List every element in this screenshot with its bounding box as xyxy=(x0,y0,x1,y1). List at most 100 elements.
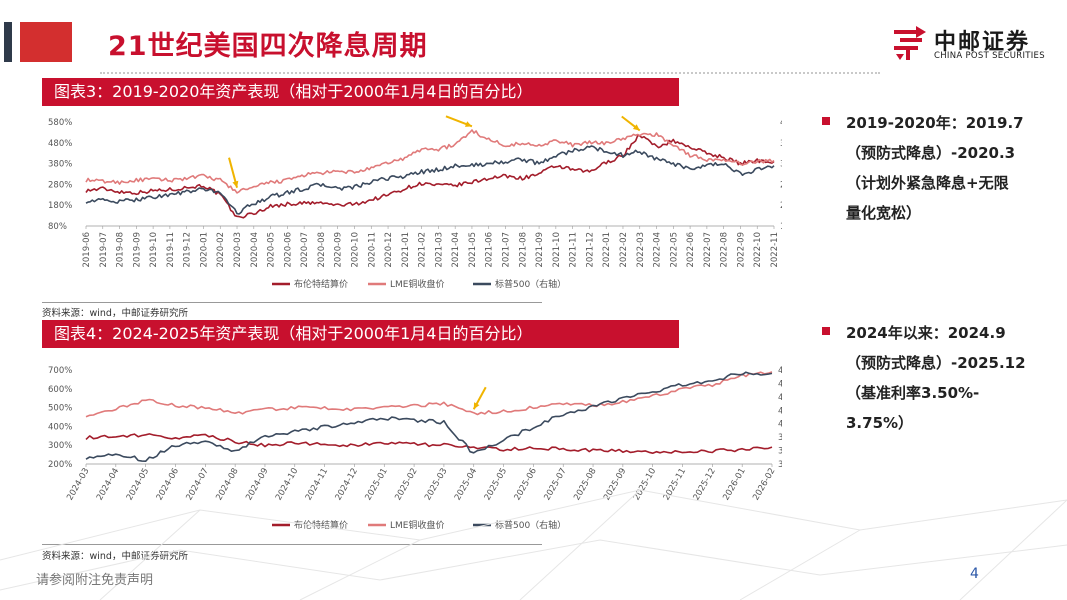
x-tick-label: 2021-08 xyxy=(518,232,528,268)
x-tick-label: 2020-12 xyxy=(384,232,394,268)
x-tick-label: 2020-09 xyxy=(334,232,344,268)
x-tick-label: 2021-12 xyxy=(585,232,595,268)
bullet-line: （计划外紧急降息+无限 xyxy=(846,174,1009,192)
x-tick-label: 2020-06 xyxy=(283,232,293,268)
x-tick-label: 2020-03 xyxy=(233,232,243,268)
y-right-tick: 150% xyxy=(780,222,782,232)
y-left-tick: 380% xyxy=(48,160,72,170)
bullet-line: 3.75%） xyxy=(846,414,914,432)
page-number: 4 xyxy=(970,566,979,582)
y-left-tick: 180% xyxy=(48,201,72,211)
series-line xyxy=(85,134,775,219)
y-right-tick: 350% xyxy=(780,139,782,149)
x-tick-label: 2020-04 xyxy=(250,232,260,268)
y-left-tick: 400% xyxy=(48,422,72,432)
x-tick-label: 2019-12 xyxy=(183,232,193,268)
chart4-source-rule xyxy=(42,544,542,545)
x-tick-label: 2020-05 xyxy=(267,232,277,268)
chart3-plot: 580% 480% 380% 280% 180% 80% 400% 350% 300% 250% 2… xyxy=(48,115,782,290)
y-right-tick: 410% xyxy=(778,420,782,430)
x-tick-label: 2019-09 xyxy=(132,232,142,268)
y-left-tick: 500% xyxy=(48,404,72,414)
x-tick-label: 2021-07 xyxy=(502,232,512,268)
bullet-square-icon xyxy=(822,117,830,125)
x-tick-label: 2021-03 xyxy=(434,232,444,268)
series-line xyxy=(85,371,773,462)
x-tick-label: 2022-10 xyxy=(753,232,763,268)
x-tick-label: 2021-11 xyxy=(569,232,579,268)
brand-logo: 中邮证券 CHINA POST SECURITIES xyxy=(892,24,1057,62)
x-tick-label: 2021-04 xyxy=(451,232,461,268)
chart4-source: 资料来源：wind，中邮证券研究所 xyxy=(42,551,188,562)
x-tick-label: 2022-05 xyxy=(669,232,679,268)
chart4-header: 图表4：2024-2025年资产表现（相对于2000年1月4日的百分比） xyxy=(42,320,679,348)
x-tick-label: 2020-10 xyxy=(350,232,360,268)
annotation-arrowhead-icon xyxy=(464,121,472,127)
y-left-tick: 200% xyxy=(48,460,72,470)
x-tick-label: 2021-05 xyxy=(468,232,478,268)
y-right-tick: 470% xyxy=(778,379,782,389)
y-right-tick: 350% xyxy=(778,460,782,470)
y-right-tick: 250% xyxy=(780,180,782,190)
x-tick-label: 2020-02 xyxy=(216,232,226,268)
x-tick-label: 2022-04 xyxy=(653,232,663,268)
brand-name-en: CHINA POST SECURITIES xyxy=(934,51,1045,61)
y-left-tick: 480% xyxy=(48,139,72,149)
x-tick-label: 2022-09 xyxy=(736,232,746,268)
x-tick-label: 2022-11 xyxy=(770,232,780,268)
disclaimer: 请参阅附注免责声明 xyxy=(36,573,154,588)
y-left-tick: 580% xyxy=(48,118,72,128)
y-right-tick: 400% xyxy=(780,118,782,128)
bullet-line: （预防式降息）-2020.3 xyxy=(846,144,1016,162)
title-accent-dark xyxy=(4,22,12,62)
bullet-line: 2019-2020年：2019.7 xyxy=(846,114,1024,132)
y-right-tick: 390% xyxy=(778,433,782,443)
chart3-header: 图表3：2019-2020年资产表现（相对于2000年1月4日的百分比） xyxy=(42,78,679,106)
legend-entry: LME铜收盘价 xyxy=(390,519,444,531)
x-tick-label: 2019-07 xyxy=(99,232,109,268)
x-tick-label: 2021-02 xyxy=(418,232,428,268)
annotation-arrowhead-icon xyxy=(232,180,239,188)
legend-entry: 标普500（右轴） xyxy=(495,278,566,290)
y-left-tick: 600% xyxy=(48,385,72,395)
y-left-tick: 280% xyxy=(48,180,72,190)
x-tick-label: 2022-07 xyxy=(703,232,713,268)
bullet-line: 2024年以来：2024.9 xyxy=(846,324,1006,342)
bullet-square-icon xyxy=(822,327,830,335)
annotation-arrowhead-icon xyxy=(473,402,480,410)
x-tick-label: 2022-01 xyxy=(602,232,612,268)
series-line xyxy=(85,129,775,194)
y-right-tick: 450% xyxy=(778,393,782,403)
x-tick-label: 2021-01 xyxy=(401,232,411,268)
y-left-tick: 80% xyxy=(48,222,67,232)
chart3-source-rule xyxy=(42,302,542,303)
y-left-tick: 700% xyxy=(48,366,72,376)
bullet-line: （基准利率3.50%- xyxy=(846,384,980,402)
legend-entry: 标普500（右轴） xyxy=(495,519,566,531)
x-tick-label: 2022-08 xyxy=(720,232,730,268)
x-tick-label: 2019-08 xyxy=(116,232,126,268)
bullet-2019-cycle: 2019-2020年：2019.7 （预防式降息）-2020.3 （计划外紧急降… xyxy=(820,108,1060,228)
page-title: 21世纪美国四次降息周期 xyxy=(108,31,428,62)
series-line xyxy=(85,145,775,215)
x-tick-label: 2022-03 xyxy=(636,232,646,268)
title-accent-red xyxy=(20,22,72,62)
x-tick-label: 2020-01 xyxy=(199,232,209,268)
chart3-source: 资料来源：wind，中邮证券研究所 xyxy=(42,308,188,319)
annotation-arrowhead-icon xyxy=(632,124,640,131)
x-tick-label: 2020-08 xyxy=(317,232,327,268)
x-tick-label: 2019-10 xyxy=(149,232,159,268)
x-tick-label: 2021-06 xyxy=(485,232,495,268)
y-right-tick: 490% xyxy=(778,366,782,376)
y-right-tick: 200% xyxy=(780,201,782,211)
y-left-tick: 300% xyxy=(48,441,72,451)
x-tick-label: 2022-02 xyxy=(619,232,629,268)
china-post-logo-icon xyxy=(894,26,926,60)
y-right-tick: 430% xyxy=(778,406,782,416)
series-line xyxy=(85,433,773,454)
series-line xyxy=(85,371,773,418)
y-right-tick: 300% xyxy=(780,160,782,170)
brand-name-cn: 中邮证券 xyxy=(934,30,1031,55)
x-tick-label: 2021-10 xyxy=(552,232,562,268)
x-tick-label: 2022-06 xyxy=(686,232,696,268)
